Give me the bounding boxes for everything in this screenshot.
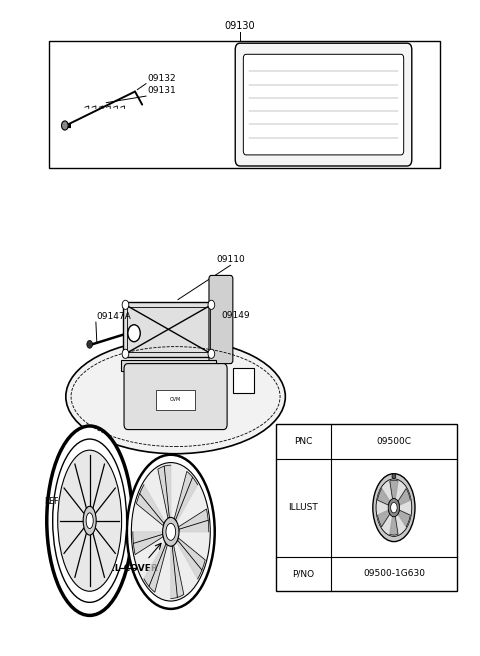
Text: 09110: 09110 (216, 255, 245, 264)
Ellipse shape (127, 455, 215, 609)
Ellipse shape (58, 450, 121, 591)
Ellipse shape (166, 523, 176, 541)
Text: 09130: 09130 (225, 21, 255, 31)
Polygon shape (398, 489, 410, 505)
Bar (49, 41, 441, 168)
Polygon shape (144, 542, 168, 592)
Ellipse shape (376, 479, 412, 537)
Ellipse shape (132, 462, 210, 601)
Text: 09147A: 09147A (97, 312, 132, 321)
Ellipse shape (86, 513, 93, 529)
Polygon shape (390, 480, 398, 499)
Bar (120, 359, 216, 371)
Polygon shape (136, 485, 165, 525)
Ellipse shape (163, 518, 179, 546)
FancyBboxPatch shape (243, 54, 404, 155)
Bar (276, 424, 457, 590)
Text: REF.50-529: REF.50-529 (44, 497, 87, 506)
Ellipse shape (83, 506, 96, 535)
Ellipse shape (388, 499, 399, 517)
Polygon shape (133, 532, 163, 554)
Circle shape (128, 325, 140, 342)
Text: 09129: 09129 (288, 74, 316, 83)
Polygon shape (179, 509, 209, 532)
Circle shape (122, 349, 129, 358)
Text: 09500C: 09500C (376, 437, 411, 446)
Text: 09132: 09132 (147, 74, 176, 83)
Ellipse shape (66, 339, 285, 454)
Text: OVM: OVM (170, 398, 181, 402)
Polygon shape (398, 510, 410, 527)
Circle shape (122, 300, 129, 310)
Bar (123, 302, 214, 357)
Polygon shape (378, 510, 390, 527)
FancyBboxPatch shape (124, 363, 227, 430)
Ellipse shape (53, 439, 127, 602)
FancyBboxPatch shape (235, 43, 412, 166)
Circle shape (208, 349, 215, 358)
Bar (127, 307, 210, 352)
Ellipse shape (47, 426, 132, 615)
Polygon shape (171, 545, 184, 598)
Polygon shape (390, 516, 398, 535)
Circle shape (61, 121, 68, 130)
Text: 09149: 09149 (221, 310, 250, 319)
Text: PNC: PNC (294, 437, 312, 446)
FancyBboxPatch shape (209, 276, 233, 363)
Text: 09500-1G630: 09500-1G630 (363, 569, 425, 578)
Circle shape (208, 300, 215, 310)
Ellipse shape (373, 474, 415, 542)
Text: WHEEL COVER: WHEEL COVER (85, 564, 157, 573)
Text: ILLUST: ILLUST (288, 503, 318, 512)
Polygon shape (177, 538, 205, 579)
Text: P/NO: P/NO (292, 569, 314, 578)
Text: 09131: 09131 (147, 87, 176, 96)
Circle shape (392, 474, 396, 479)
Bar (233, 369, 254, 394)
Circle shape (87, 340, 93, 348)
Polygon shape (174, 472, 198, 522)
Bar (156, 390, 195, 409)
Ellipse shape (391, 502, 397, 513)
Polygon shape (158, 465, 171, 518)
Polygon shape (378, 489, 390, 505)
